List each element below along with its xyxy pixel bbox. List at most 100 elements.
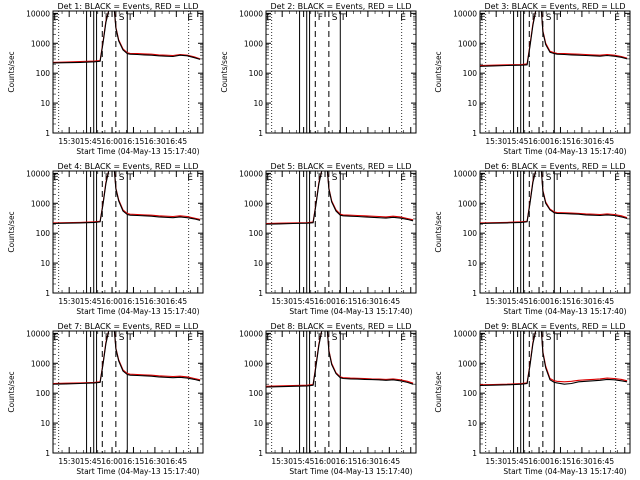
x-tick-label: 15:30	[58, 297, 80, 306]
x-axis-label: Start Time (04-May-13 15:17:40)	[503, 467, 626, 476]
event-marker-label: S	[546, 13, 552, 23]
y-tick-label: 10000	[453, 9, 477, 18]
x-tick-label: 16:15	[336, 457, 358, 466]
x-tick-label: 16:30	[571, 137, 593, 146]
event-marker-label: T	[553, 333, 560, 343]
plot-frame	[52, 170, 204, 294]
y-tick-label: 1000	[458, 359, 477, 368]
y-tick-label: 10000	[239, 9, 263, 18]
series-group	[53, 331, 201, 385]
plot-frame	[479, 10, 631, 134]
y-tick-label: 100	[463, 229, 478, 238]
x-tick-label: 15:45	[80, 137, 102, 146]
x-tick-label: 16:30	[357, 457, 379, 466]
x-tick-label: 16:00	[314, 297, 336, 306]
y-axis-label: Counts/sec	[7, 51, 16, 92]
x-tick-label: 16:30	[144, 297, 166, 306]
series-line-events	[266, 331, 414, 388]
event-marker-label: E	[480, 173, 486, 183]
y-tick-label: 1000	[244, 39, 263, 48]
plot-frame	[265, 330, 417, 454]
y-tick-label: 100	[36, 389, 51, 398]
y-tick-label: 1	[258, 129, 263, 138]
y-axis-label: Counts/sec	[220, 51, 229, 92]
x-tick-label: 16:30	[357, 297, 379, 306]
y-tick-label: 1	[258, 449, 263, 458]
x-axis-label: Start Time (04-May-13 15:17:40)	[289, 307, 412, 316]
plot-frame	[479, 170, 631, 294]
x-tick-label: 16:30	[144, 457, 166, 466]
y-tick-label: 1	[472, 289, 477, 298]
event-marker-label: E	[53, 333, 59, 343]
y-tick-label: 1000	[244, 199, 263, 208]
y-tick-label: 1	[258, 289, 263, 298]
x-tick-label: 16:00	[101, 457, 123, 466]
event-marker-label: E	[187, 173, 193, 183]
x-tick-label: 15:30	[485, 457, 507, 466]
y-tick-label: 1000	[458, 199, 477, 208]
event-marker-label: E	[400, 13, 406, 23]
event-marker-label: E	[53, 13, 59, 23]
event-marker-label: T	[339, 173, 346, 183]
x-tick-label: 15:45	[507, 297, 529, 306]
y-tick-label: 10000	[26, 9, 50, 18]
plot-frame	[52, 10, 204, 134]
x-axis-label: Start Time (04-May-13 15:17:40)	[76, 307, 199, 316]
x-tick-label: 16:45	[593, 297, 615, 306]
event-marker-label: S	[119, 13, 125, 23]
x-tick-label: 15:30	[485, 137, 507, 146]
chart-title: Det 9: BLACK = Events, RED = LLD	[485, 322, 626, 331]
x-tick-label: 15:30	[271, 297, 293, 306]
y-tick-label: 10000	[239, 169, 263, 178]
chart-title: Det 8: BLACK = Events, RED = LLD	[271, 322, 412, 331]
chart-title: Det 6: BLACK = Events, RED = LLD	[485, 162, 626, 171]
x-tick-label: 15:45	[293, 297, 315, 306]
detector-chart-2: Det 2: BLACK = Events, RED = LLD E F S T E 1 10…	[220, 2, 417, 138]
x-tick-label: 15:45	[293, 457, 315, 466]
y-tick-label: 100	[36, 69, 51, 78]
x-tick-label: 16:30	[571, 297, 593, 306]
chart-title: Det 1: BLACK = Events, RED = LLD	[58, 2, 199, 11]
x-tick-label: 15:45	[80, 457, 102, 466]
chart-title: Det 2: BLACK = Events, RED = LLD	[271, 2, 412, 11]
event-marker-label: S	[119, 333, 125, 343]
event-marker-label: S	[332, 13, 338, 23]
event-marker-label: E	[480, 333, 486, 343]
x-tick-label: 16:00	[314, 457, 336, 466]
event-marker-label: S	[332, 333, 338, 343]
series-line-events	[266, 171, 414, 225]
event-marker-label: E	[400, 173, 406, 183]
y-tick-label: 100	[36, 229, 51, 238]
y-tick-label: 10	[467, 259, 477, 268]
series-group	[480, 331, 628, 387]
y-tick-label: 100	[249, 389, 264, 398]
y-tick-label: 10000	[453, 169, 477, 178]
x-tick-label: 16:45	[166, 137, 188, 146]
y-tick-label: 10	[467, 419, 477, 428]
x-tick-label: 16:15	[336, 297, 358, 306]
y-axis-label: Counts/sec	[7, 211, 16, 252]
x-tick-label: 16:00	[528, 457, 550, 466]
y-tick-label: 1000	[31, 359, 50, 368]
y-tick-label: 1	[472, 129, 477, 138]
x-tick-label: 15:30	[58, 137, 80, 146]
event-marker-label: S	[332, 173, 338, 183]
x-tick-label: 16:15	[550, 137, 572, 146]
y-tick-label: 10000	[239, 329, 263, 338]
event-marker-label: T	[553, 173, 560, 183]
x-tick-label: 16:30	[571, 457, 593, 466]
x-tick-label: 16:00	[101, 137, 123, 146]
event-marker-label: E	[187, 13, 193, 23]
x-tick-label: 16:15	[123, 457, 145, 466]
event-marker-label: T	[126, 173, 133, 183]
x-axis-label: Start Time (04-May-13 15:17:40)	[289, 467, 412, 476]
x-tick-label: 16:45	[166, 297, 188, 306]
x-tick-label: 16:00	[101, 297, 123, 306]
y-tick-label: 100	[249, 69, 264, 78]
series-line-events	[480, 171, 628, 225]
plot-frame	[479, 330, 631, 454]
